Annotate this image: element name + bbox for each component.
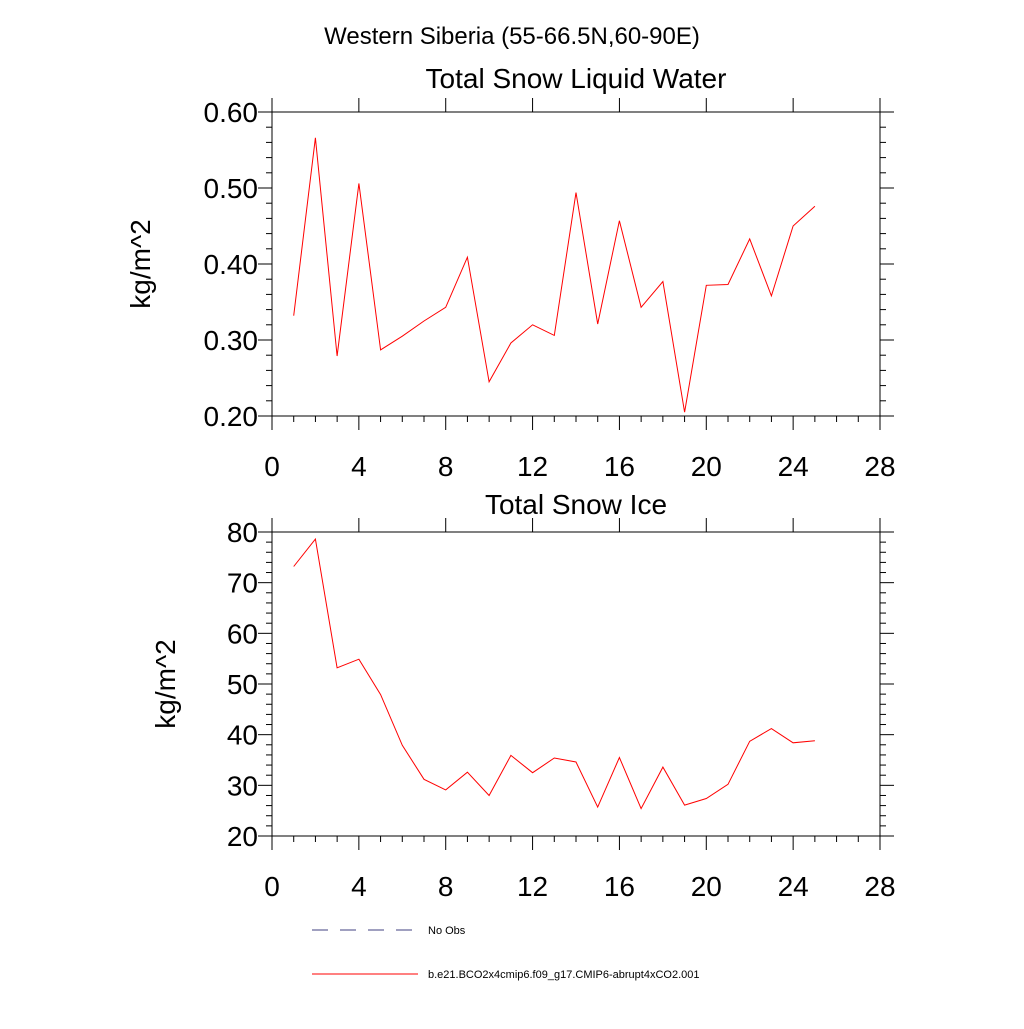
- data-point: [358, 659, 359, 660]
- data-point: [749, 741, 750, 742]
- legend-obs-label: No Obs: [428, 925, 466, 937]
- y-tick-label: 0.30: [204, 325, 259, 356]
- plot-frame: [271, 531, 881, 837]
- data-point: [814, 206, 815, 207]
- y-tick-label: 60: [227, 618, 258, 649]
- data-point: [467, 772, 468, 773]
- y-axis-label: kg/m^2: [125, 219, 156, 308]
- x-tick-label: 24: [778, 451, 809, 482]
- legend-model-label: b.e21.BCO2x4cmip6.f09_g17.CMIP6-abrupt4x…: [428, 969, 700, 981]
- x-tick-label: 16: [604, 871, 635, 902]
- data-point: [510, 342, 511, 343]
- data-point: [749, 238, 750, 239]
- data-point: [706, 798, 707, 799]
- data-point: [423, 320, 424, 321]
- series-line: [293, 537, 815, 810]
- data-point: [423, 779, 424, 780]
- figure-title: Western Siberia (55-66.5N,60-90E): [324, 23, 700, 50]
- data-point: [619, 757, 620, 758]
- y-axis-label: kg/m^2: [150, 639, 181, 728]
- data-point: [793, 742, 794, 743]
- data-point: [575, 761, 576, 762]
- series-line: [293, 137, 816, 413]
- data-point: [619, 220, 620, 221]
- data-point: [662, 281, 663, 282]
- data-point: [489, 381, 490, 382]
- x-tick-label: 20: [691, 451, 722, 482]
- panel-title: Total Snow Ice: [485, 489, 667, 520]
- data-point: [771, 295, 772, 296]
- data-point: [684, 804, 685, 805]
- x-tick-label: 8: [438, 451, 454, 482]
- x-tick-label: 16: [604, 451, 635, 482]
- data-point: [510, 755, 511, 756]
- y-tick-label: 70: [227, 568, 258, 599]
- data-point: [532, 772, 533, 773]
- data-point: [315, 137, 316, 138]
- panel-title: Total Snow Liquid Water: [426, 63, 727, 94]
- y-tick-label: 50: [227, 669, 258, 700]
- data-point: [445, 307, 446, 308]
- x-tick-label: 4: [351, 451, 367, 482]
- data-point: [727, 284, 728, 285]
- data-point: [337, 355, 338, 356]
- data-point: [358, 183, 359, 184]
- x-tick-label: 0: [264, 871, 280, 902]
- data-point: [727, 784, 728, 785]
- x-tick-label: 12: [517, 871, 548, 902]
- y-tick-label: 80: [227, 517, 258, 548]
- legend: No Obs b.e21.BCO2x4cmip6.f09_g17.CMIP6-a…: [312, 925, 700, 981]
- data-point: [402, 745, 403, 746]
- y-tick-label: 30: [227, 770, 258, 801]
- data-point: [771, 728, 772, 729]
- data-point: [597, 807, 598, 808]
- snow-liquid-water-plot: Total Snow Liquid Water 0 4 8 12 16 20 24 28 0.20…: [125, 63, 896, 482]
- y-tick-label: 40: [227, 720, 258, 751]
- x-tick-label: 0: [264, 451, 280, 482]
- data-point: [706, 285, 707, 286]
- data-point: [814, 740, 815, 741]
- x-tick-label: 28: [864, 451, 895, 482]
- y-tick-label: 0.60: [204, 97, 259, 128]
- data-point: [380, 694, 381, 695]
- data-point: [489, 795, 490, 796]
- data-point: [641, 307, 642, 308]
- data-point: [554, 335, 555, 336]
- x-tick-label: 24: [778, 871, 809, 902]
- y-tick-label: 20: [227, 821, 258, 852]
- data-point: [641, 808, 642, 809]
- data-point: [380, 349, 381, 350]
- x-tick-label: 4: [351, 871, 367, 902]
- data-point: [315, 538, 316, 539]
- data-point: [793, 225, 794, 226]
- data-point: [337, 667, 338, 668]
- data-point: [293, 315, 294, 316]
- snow-ice-plot: Total Snow Ice 0 4 8 12 16 20 24 28 20 30 40 50 60 70 8…: [150, 489, 896, 902]
- data-point: [532, 324, 533, 325]
- x-tick-label: 28: [864, 871, 895, 902]
- data-point: [662, 766, 663, 767]
- data-point: [684, 412, 685, 413]
- y-tick-label: 0.50: [204, 173, 259, 204]
- plot-frame: [271, 111, 881, 417]
- x-tick-label: 20: [691, 871, 722, 902]
- data-point: [597, 323, 598, 324]
- data-point: [467, 257, 468, 258]
- data-point: [575, 192, 576, 193]
- data-point: [293, 566, 294, 567]
- x-tick-label: 8: [438, 871, 454, 902]
- data-point: [445, 789, 446, 790]
- y-tick-label: 0.20: [204, 401, 259, 432]
- data-point: [402, 336, 403, 337]
- x-tick-label: 12: [517, 451, 548, 482]
- data-point: [554, 757, 555, 758]
- y-tick-label: 0.40: [204, 249, 259, 280]
